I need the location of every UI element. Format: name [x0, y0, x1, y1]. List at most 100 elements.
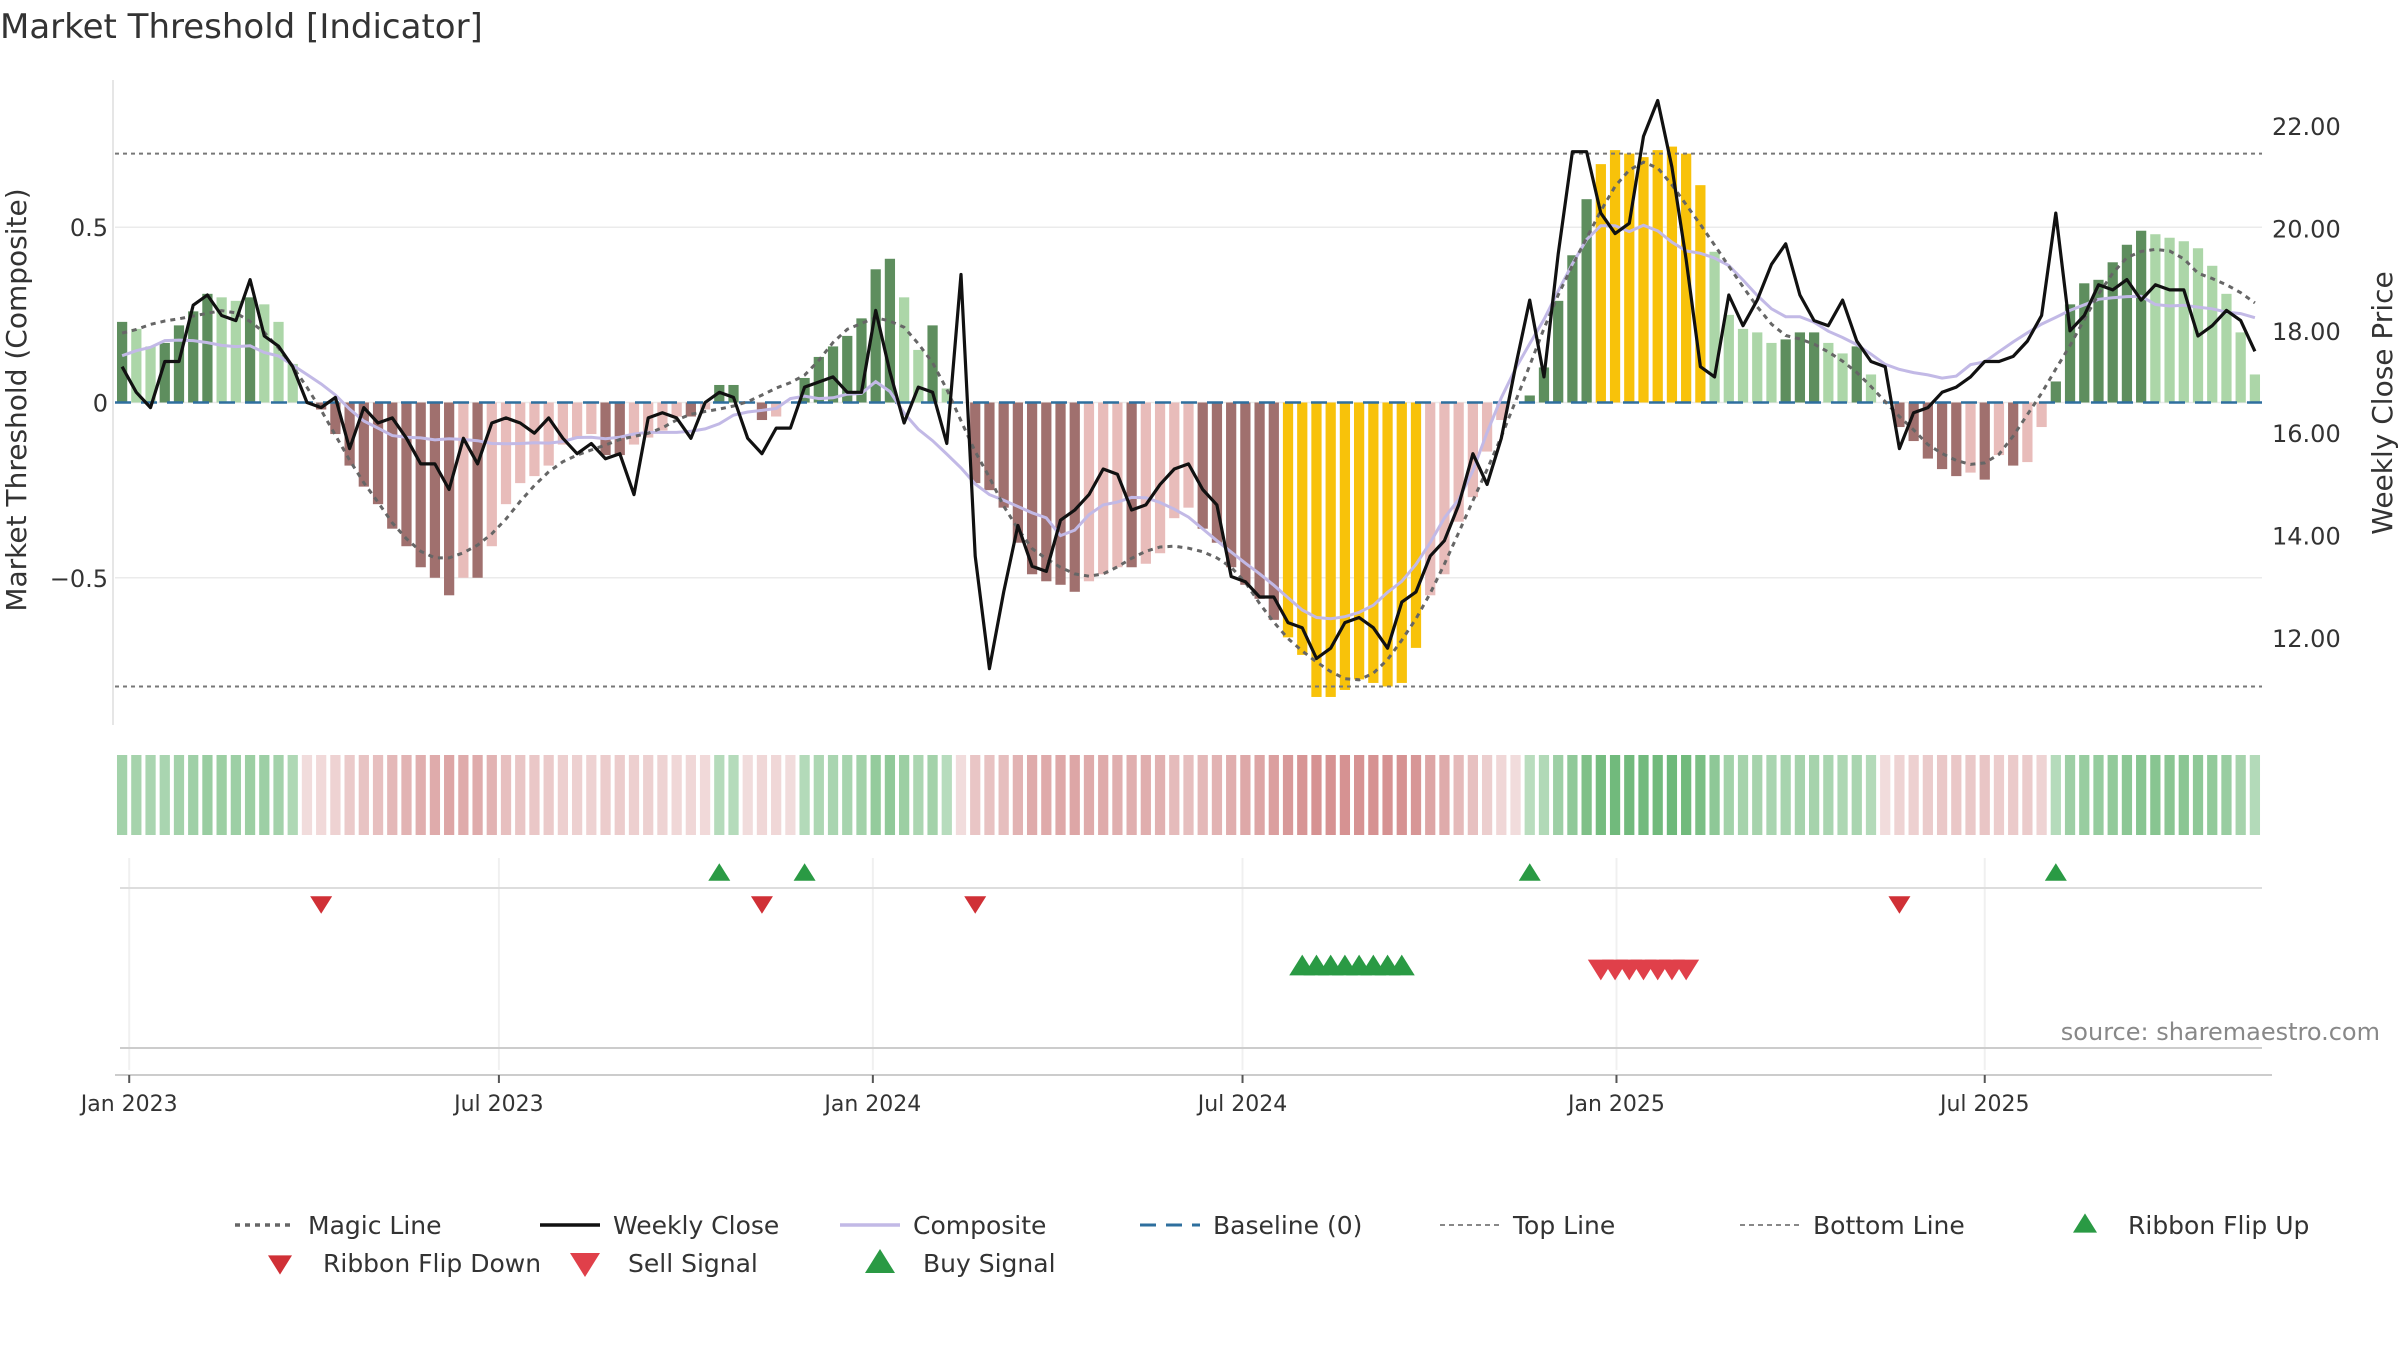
ribbon-cell: [444, 755, 455, 835]
composite-bar: [344, 402, 355, 466]
composite-bar: [1169, 402, 1180, 519]
composite-bar: [1425, 402, 1436, 596]
composite-bar: [628, 402, 640, 445]
ribbon-cell: [1865, 755, 1877, 835]
bars-layer: [116, 146, 2261, 697]
composite-bar: [2079, 283, 2090, 403]
ribbon-cell: [884, 755, 896, 835]
composite-bar: [1368, 402, 1379, 683]
ribbon-cell: [173, 755, 185, 835]
ribbon-cell: [1922, 755, 1933, 835]
ribbon-cell: [1055, 755, 1066, 835]
axes-layer: 0.5 0 −0.5 22.00 20.00 18.00 16.00 14.00 12.00 Ja…: [50, 80, 2341, 1117]
composite-bar: [1581, 199, 1592, 403]
ribbon-cell: [202, 755, 213, 835]
ribbon-cell: [643, 755, 654, 835]
composite-bar: [685, 402, 696, 417]
composite-bar: [1311, 402, 1322, 697]
ribbon-cell: [145, 755, 156, 835]
composite-bar: [1026, 402, 1038, 575]
legend-item: Magic Line: [235, 1211, 442, 1240]
ribbon-cell: [1368, 755, 1379, 835]
composite-bar: [1439, 402, 1450, 575]
legend-label: Magic Line: [308, 1211, 442, 1240]
ribbon-cell: [486, 755, 497, 835]
composite-bar: [1339, 402, 1351, 690]
composite-bar: [2136, 230, 2147, 403]
composite-bar: [2121, 244, 2133, 403]
ribbon-cell: [188, 755, 199, 835]
ribbon-cell: [543, 755, 554, 835]
ribbon-cell: [1624, 755, 1635, 835]
legend-label: Sell Signal: [628, 1249, 758, 1278]
ribbon-cell: [1226, 755, 1237, 835]
ribbon-cell: [842, 755, 853, 835]
composite-bar: [543, 402, 554, 466]
ribbon-cell: [899, 755, 910, 835]
composite-bar: [2164, 237, 2175, 403]
ribbon-cell: [785, 755, 796, 835]
ribbon-cell: [586, 755, 597, 835]
ribbon-cell: [1240, 755, 1251, 835]
legend-swatch-flip-up: [2073, 1213, 2097, 1233]
legend-swatch-buy: [865, 1249, 895, 1273]
ribbon-cell: [2093, 755, 2104, 835]
composite-bar: [401, 402, 412, 547]
composite-bar: [614, 402, 625, 456]
ribbon-cell: [500, 755, 512, 835]
ribbon-cell: [600, 755, 611, 835]
ribbon-cell: [2107, 755, 2118, 835]
ribbon-cell: [2050, 755, 2061, 835]
lines-layer: [115, 98, 2262, 688]
legend-label: Baseline (0): [1213, 1211, 1362, 1240]
ribbon-cell: [1140, 755, 1151, 835]
composite-bar: [2235, 332, 2246, 403]
grid-layer: [115, 226, 2262, 1070]
ribbon-cell: [699, 755, 711, 835]
ribbon-cell: [1439, 755, 1450, 835]
composite-bar: [1595, 164, 1606, 403]
composite-bar: [2064, 304, 2076, 403]
ribbon-cell: [2022, 755, 2033, 835]
composite-bar: [1780, 339, 1791, 403]
ribbon-cell: [387, 755, 398, 835]
composite-bar: [2221, 293, 2232, 403]
x-tick-label: Jul 2023: [452, 1092, 544, 1117]
ribbon-cell: [1595, 755, 1606, 835]
ribbon-cell: [301, 755, 313, 835]
composite-bar: [1965, 402, 1976, 473]
ribbon-cell: [1780, 755, 1791, 835]
composite-bar: [1481, 402, 1493, 452]
composite-bar: [1154, 402, 1166, 554]
composite-bar: [529, 402, 540, 477]
composite-bar: [188, 311, 199, 403]
ribbon-cell: [2192, 755, 2204, 835]
legend-item: Ribbon Flip Down: [268, 1249, 541, 1278]
ribbon-cell: [216, 755, 227, 835]
ribbon-cell: [1268, 755, 1279, 835]
ribbon-cell: [1012, 755, 1023, 835]
ribbon-cell: [1538, 755, 1550, 835]
ribbon-cell: [1553, 755, 1564, 835]
composite-bar: [1410, 402, 1422, 648]
composite-bar: [2093, 279, 2104, 403]
composite-bar: [444, 402, 455, 596]
ribbon-cell: [1254, 755, 1265, 835]
composite-bar: [1737, 328, 1749, 403]
composite-bar: [1837, 353, 1848, 403]
ribbon-cell: [2221, 755, 2232, 835]
ribbon-cell: [1282, 755, 1294, 835]
ribbon-cell: [2178, 755, 2189, 835]
composite-bar: [671, 402, 682, 417]
ribbon-cell: [1169, 755, 1180, 835]
ribbon-cell: [344, 755, 355, 835]
ribbon-cell: [1567, 755, 1578, 835]
composite-bar: [1226, 402, 1237, 568]
ribbon-cell: [372, 755, 384, 835]
composite-bar: [2207, 265, 2218, 403]
composite-bar: [1098, 402, 1109, 575]
ribbon-flip-up-marker: [708, 863, 731, 881]
ribbon-flip-up-marker: [2044, 863, 2067, 881]
composite-bar: [458, 402, 469, 578]
